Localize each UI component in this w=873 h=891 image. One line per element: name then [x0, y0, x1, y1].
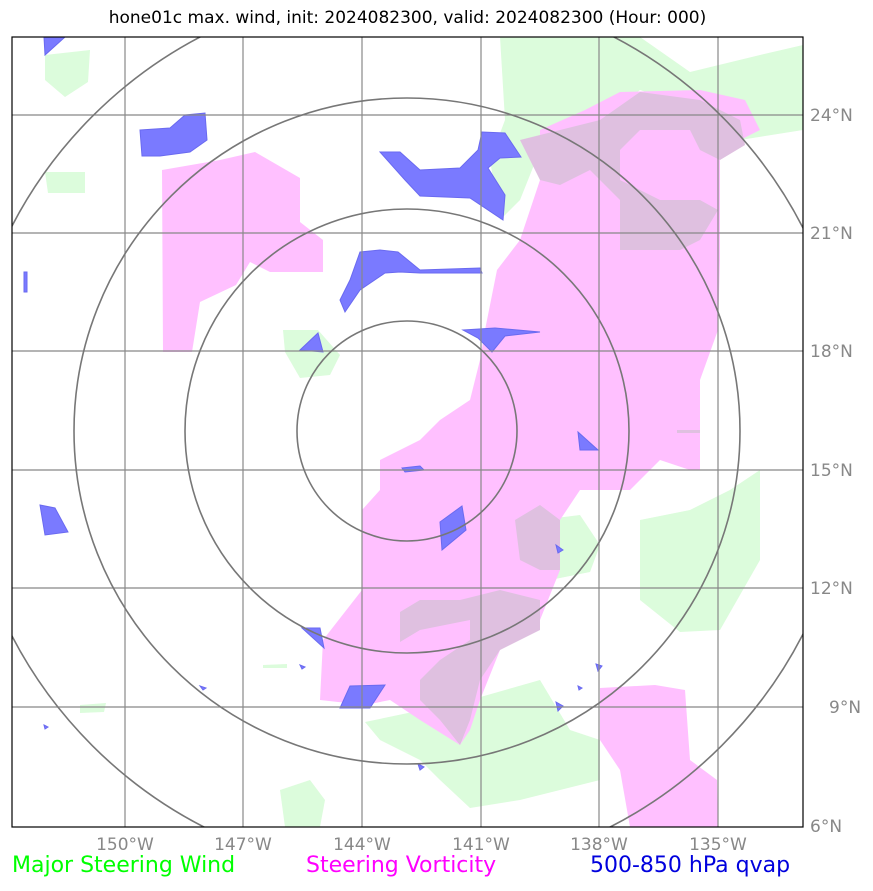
lat-label: 21°N — [810, 224, 853, 244]
lon-label: 141°W — [452, 835, 510, 855]
legend-steering-wind: Major Steering Wind — [12, 853, 236, 878]
map-title: hone01c max. wind, init: 2024082300, val… — [108, 8, 707, 28]
lat-label: 15°N — [810, 461, 853, 481]
longitude-labels: 150°W 147°W 144°W 141°W 138°W 135°W — [96, 835, 747, 855]
lon-label: 138°W — [570, 835, 628, 855]
lon-label: 135°W — [689, 835, 747, 855]
qvap-regions — [23, 37, 603, 771]
latitude-labels: 24°N 21°N 18°N 15°N 12°N 9°N 6°N — [810, 106, 861, 837]
lat-label: 24°N — [810, 106, 853, 126]
legend-qvap: 500-850 hPa qvap — [590, 853, 791, 878]
lon-label: 144°W — [333, 835, 391, 855]
overlap-regions — [400, 92, 745, 745]
legend-steering-vorticity: Steering Vorticity — [306, 853, 497, 878]
range-rings — [12, 37, 803, 827]
lon-label: 147°W — [214, 835, 272, 855]
lat-label: 6°N — [810, 817, 842, 837]
map-frame — [11, 36, 804, 828]
graticule — [12, 37, 803, 827]
lat-label: 9°N — [829, 698, 861, 718]
lat-label: 12°N — [810, 579, 853, 599]
lon-label: 150°W — [96, 835, 154, 855]
lat-label: 18°N — [810, 342, 853, 362]
